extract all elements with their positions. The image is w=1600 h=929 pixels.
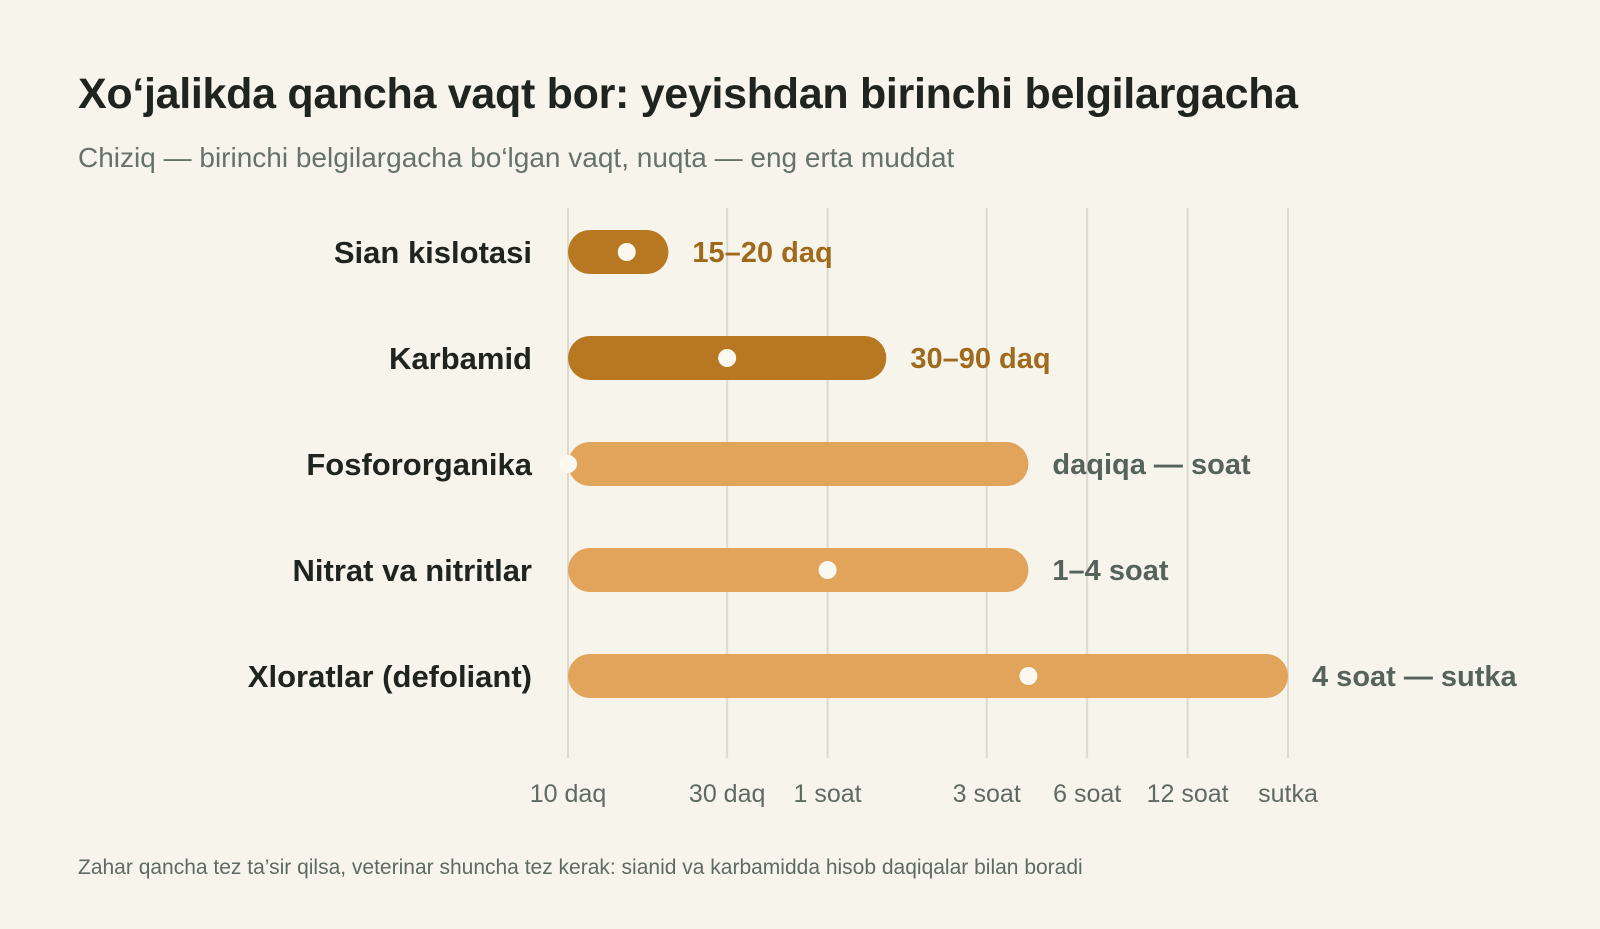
chart-subtitle: Chiziq — birinchi belgilargacha bo‘lgan …: [78, 142, 955, 173]
x-tick-label: 6 soat: [1053, 780, 1121, 808]
x-axis: 10 daq 30 daq 1 soat 3 soat 6 soat 12 soat sut…: [530, 780, 1318, 808]
x-tick-label: 1 soat: [794, 780, 862, 808]
chart-row: Nitrat va nitritlar 1–4 soat: [293, 548, 1169, 592]
category-label: Sian kislotasi: [334, 235, 532, 270]
category-label: Xloratlar (defoliant): [248, 659, 532, 694]
value-label: 1–4 soat: [1052, 555, 1168, 587]
category-label: Karbamid: [389, 341, 532, 376]
chart-row: Sian kislotasi 15–20 daq: [334, 230, 833, 274]
range-bar: [568, 548, 1029, 592]
value-label: 4 soat — sutka: [1312, 661, 1518, 693]
chart-row: Fosfororganika daqiqa — soat: [306, 442, 1251, 486]
earliest-dot: [718, 349, 737, 367]
x-tick-label: 3 soat: [953, 780, 1021, 808]
x-tick-label: 10 daq: [530, 780, 606, 808]
x-tick-label: sutka: [1258, 780, 1318, 808]
range-bar-chart: Sian kislotasi 15–20 daq Karbamid 30–90 daq…: [248, 208, 1518, 808]
chart-row: Karbamid 30–90 daq: [389, 336, 1051, 380]
earliest-dot: [818, 561, 837, 579]
earliest-dot: [1019, 667, 1038, 685]
chart-title: Xo‘jalikda qancha vaqt bor: yeyishdan bi…: [78, 70, 1298, 118]
chart-row: Xloratlar (defoliant) 4 soat — sutka: [248, 654, 1518, 698]
x-tick-label: 12 soat: [1147, 780, 1229, 808]
category-label: Nitrat va nitritlar: [293, 553, 532, 588]
category-label: Fosfororganika: [306, 447, 532, 482]
value-label: 30–90 daq: [910, 343, 1050, 375]
range-bar: [568, 654, 1288, 698]
earliest-dot: [617, 243, 636, 261]
bar-layer: Sian kislotasi 15–20 daq Karbamid 30–90 daq…: [248, 230, 1518, 698]
chart-footnote: Zahar qancha tez ta’sir qilsa, veterinar…: [78, 856, 1083, 879]
value-label: 15–20 daq: [692, 237, 832, 269]
x-tick-label: 30 daq: [689, 780, 765, 808]
earliest-dot: [559, 455, 577, 473]
value-label: daqiqa — soat: [1052, 449, 1251, 481]
range-bar: [568, 442, 1029, 486]
